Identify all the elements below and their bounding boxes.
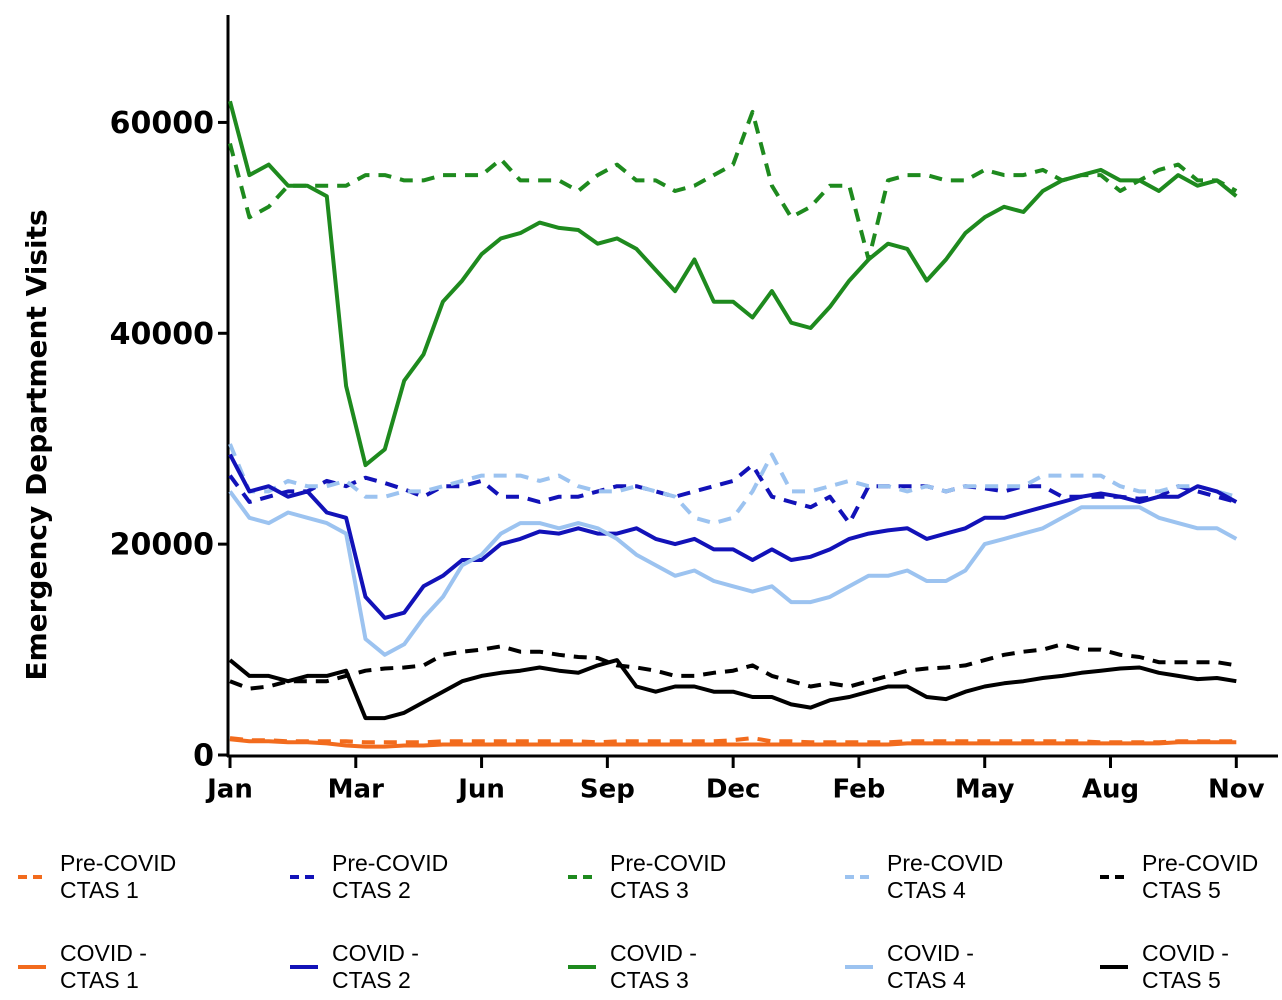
y-tick-label: 20000: [110, 528, 214, 563]
x-tick-label: Feb: [832, 775, 885, 805]
legend-swatch: [290, 875, 318, 879]
series-line: [228, 100, 1238, 468]
legend-item: Pre-COVID CTAS 4: [845, 850, 1005, 904]
legend-swatch: [568, 875, 596, 879]
series-line: [229, 736, 1237, 745]
legend-item: COVID - CTAS 4: [845, 940, 1005, 994]
x-tick-label: May: [955, 775, 1015, 805]
legend-swatch: [845, 965, 873, 969]
legend-item: Pre-COVID CTAS 5: [1100, 850, 1260, 904]
x-tick-label: Nov: [1208, 775, 1265, 805]
x-tick-label: Aug: [1082, 775, 1139, 805]
series-line: [228, 453, 1238, 620]
legend-item: COVID - CTAS 5: [1100, 940, 1260, 994]
x-tick-label: Dec: [706, 775, 761, 805]
legend-swatch: [845, 875, 873, 879]
x-tick-label: Jun: [456, 775, 505, 805]
y-tick-label: 60000: [110, 106, 214, 141]
legend-label: COVID - CTAS 1: [60, 940, 147, 993]
legend-label: COVID - CTAS 4: [887, 940, 974, 993]
legend-swatch: [18, 965, 46, 969]
x-tick-label: Sep: [580, 775, 635, 805]
legend-label: COVID - CTAS 3: [610, 940, 697, 993]
legend-item: Pre-COVID CTAS 1: [18, 850, 178, 904]
legend-label: COVID - CTAS 5: [1142, 940, 1229, 993]
legend-item: Pre-COVID CTAS 3: [568, 850, 728, 904]
y-tick-label: 40000: [110, 317, 214, 352]
x-tick-label: Jan: [205, 775, 253, 805]
series-line: [228, 490, 1238, 657]
legend-swatch: [18, 875, 46, 879]
legend-swatch: [1100, 875, 1128, 879]
legend-item: COVID - CTAS 2: [290, 940, 450, 994]
series-line: [228, 109, 1238, 262]
y-axis-label: Emergency Department Visits: [20, 209, 53, 680]
legend-swatch: [568, 965, 596, 969]
legend-item: COVID - CTAS 3: [568, 940, 728, 994]
legend-label: Pre-COVID CTAS 3: [610, 850, 727, 903]
series-line: [229, 642, 1237, 691]
legend-label: Pre-COVID CTAS 4: [887, 850, 1004, 903]
legend-label: Pre-COVID CTAS 2: [332, 850, 449, 903]
series-line: [228, 443, 1237, 526]
series-line: [229, 737, 1237, 749]
legend-swatch: [290, 965, 318, 969]
series-line: [228, 658, 1237, 721]
legend-label: Pre-COVID CTAS 5: [1142, 850, 1259, 903]
x-tick-label: Mar: [328, 775, 384, 805]
chart: Emergency Department Visits 0 20000 40000 6…: [20, 15, 1278, 805]
legend-item: Pre-COVID CTAS 2: [290, 850, 450, 904]
legend-label: COVID - CTAS 2: [332, 940, 419, 993]
y-tick-label: 0: [193, 739, 214, 774]
legend-label: Pre-COVID CTAS 1: [60, 850, 177, 903]
legend-swatch: [1100, 965, 1128, 969]
legend-item: COVID - CTAS 1: [18, 940, 178, 994]
